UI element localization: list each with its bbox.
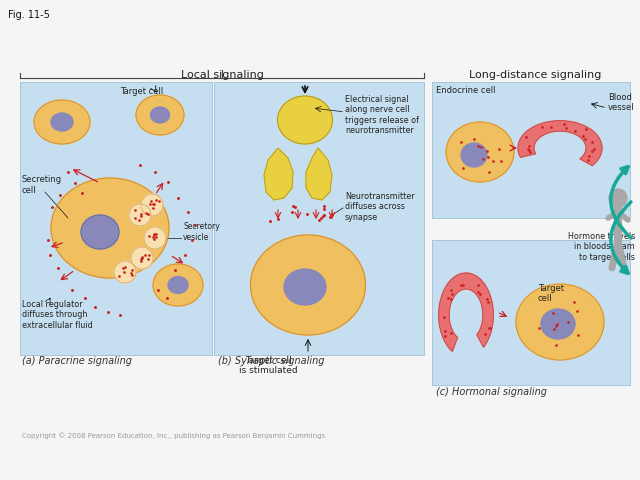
Text: Neurotransmitter
diffuses across
synapse: Neurotransmitter diffuses across synapse (345, 192, 415, 222)
Ellipse shape (153, 264, 203, 306)
Text: Endocrine cell: Endocrine cell (436, 86, 495, 95)
FancyBboxPatch shape (432, 240, 630, 385)
Text: Copyright © 2008 Pearson Education, Inc., publishing as Pearson Benjamin Cumming: Copyright © 2008 Pearson Education, Inc.… (22, 432, 325, 439)
Circle shape (609, 189, 627, 207)
Text: Long-distance signaling: Long-distance signaling (469, 70, 601, 80)
Text: Target cell
is stimulated: Target cell is stimulated (239, 356, 298, 375)
Ellipse shape (541, 309, 575, 339)
Ellipse shape (51, 113, 73, 131)
FancyBboxPatch shape (432, 82, 630, 218)
FancyBboxPatch shape (20, 82, 212, 355)
Text: Blood
vessel: Blood vessel (608, 93, 635, 112)
Polygon shape (306, 148, 332, 200)
Ellipse shape (446, 122, 514, 182)
FancyBboxPatch shape (214, 82, 424, 355)
Ellipse shape (168, 276, 188, 293)
Text: Target cell: Target cell (120, 87, 164, 96)
Ellipse shape (516, 284, 604, 360)
Ellipse shape (34, 100, 90, 144)
Circle shape (114, 261, 136, 283)
Text: Local regulator
diffuses through
extracellular fluid: Local regulator diffuses through extrace… (22, 300, 93, 330)
Text: (c) Hormonal signaling: (c) Hormonal signaling (436, 387, 547, 397)
Text: Hormone travels
in bloodstream
to target cells: Hormone travels in bloodstream to target… (568, 232, 635, 262)
Ellipse shape (51, 178, 169, 278)
Circle shape (131, 247, 153, 269)
Ellipse shape (250, 235, 365, 335)
Ellipse shape (136, 95, 184, 135)
Text: Target
cell: Target cell (538, 284, 564, 303)
Ellipse shape (81, 215, 119, 249)
Text: Local signaling: Local signaling (180, 70, 264, 80)
Circle shape (144, 227, 166, 249)
Text: Secreting
cell: Secreting cell (22, 175, 62, 195)
Text: (b) Synaptic signaling: (b) Synaptic signaling (218, 356, 324, 366)
Polygon shape (518, 120, 602, 166)
Text: (a) Paracrine signaling: (a) Paracrine signaling (22, 356, 132, 366)
Text: Electrical signal
along nerve cell
triggers release of
neurotransmitter: Electrical signal along nerve cell trigg… (345, 95, 419, 135)
Circle shape (141, 194, 163, 216)
Text: Fig. 11-5: Fig. 11-5 (8, 10, 50, 20)
Circle shape (129, 204, 151, 226)
Polygon shape (264, 148, 293, 200)
Text: Secretory
vesicle: Secretory vesicle (183, 222, 220, 242)
Ellipse shape (461, 143, 487, 167)
Ellipse shape (150, 107, 170, 123)
Ellipse shape (278, 96, 333, 144)
Polygon shape (438, 273, 493, 351)
Ellipse shape (284, 269, 326, 305)
